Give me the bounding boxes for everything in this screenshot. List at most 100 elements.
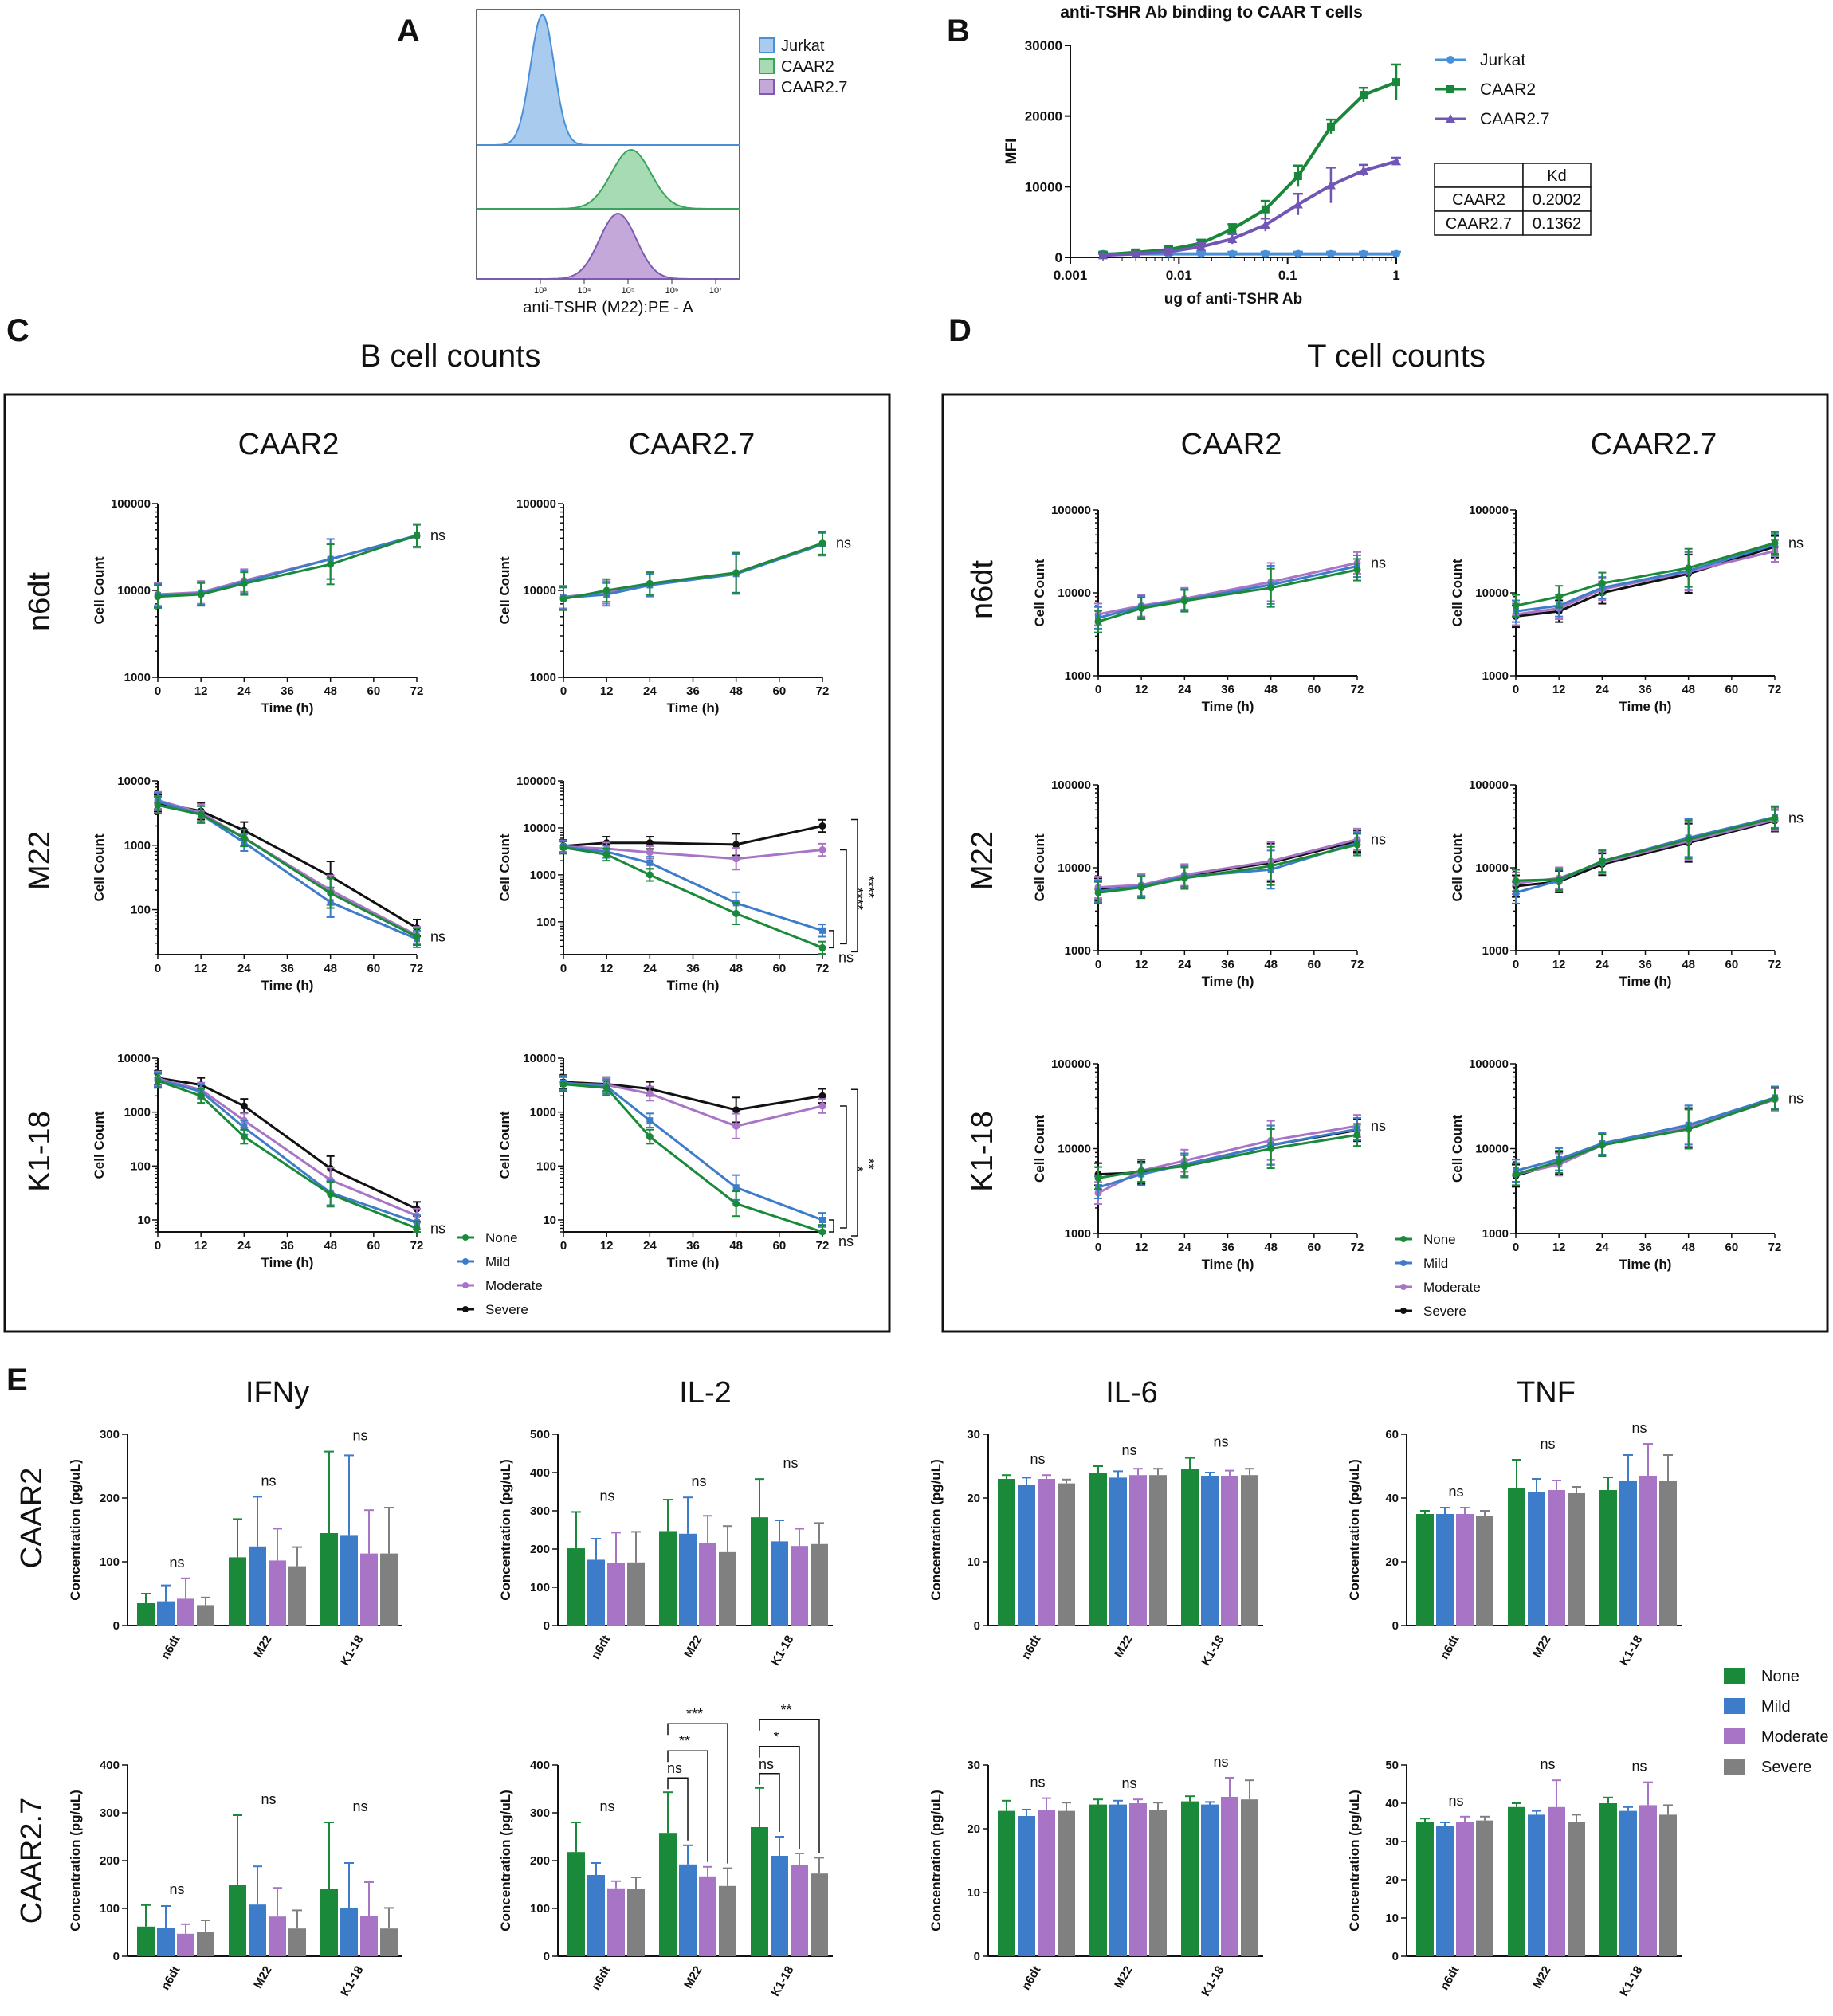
cc-y-tick-label: 100000 xyxy=(1051,504,1091,517)
cc-x-tick-label: 24 xyxy=(1178,1241,1191,1254)
cc-point-Severe xyxy=(732,841,740,849)
cc-x-tick-label: 48 xyxy=(729,684,743,698)
cc-point-None xyxy=(154,801,162,809)
cc-x-tick-label: 36 xyxy=(1221,958,1234,971)
cc-xlabel: Time (h) xyxy=(261,1255,314,1270)
cc-point-Mild xyxy=(732,1184,740,1191)
e-y-tick-label: 400 xyxy=(530,1759,550,1772)
cc-ylabel: Cell Count xyxy=(92,833,107,901)
bar-Mild-M22 xyxy=(1109,1804,1127,1956)
cc-x-tick-label: 0 xyxy=(560,962,567,975)
cellcount-plot-D-K1-18-CAAR2.7: 1000 10000 100000 0 12 24 36 48 60 72 Time (h) Cell… xyxy=(1450,1057,1804,1272)
binding-point-CAAR2.7 xyxy=(1358,165,1368,175)
bar-Mild-K1-18 xyxy=(771,1856,788,1956)
cellcount-plot-C-n6dt-CAAR2: 1000 10000 100000 0 12 24 36 48 60 72 Time (h) Cell… xyxy=(92,497,445,716)
panel-c-title: B cell counts xyxy=(360,339,541,374)
cc-y-tick-label: 10000 xyxy=(523,584,556,598)
cc-point-None xyxy=(559,844,567,852)
cc-annotation: ns xyxy=(836,535,851,551)
cc-xlabel: Time (h) xyxy=(1202,699,1254,714)
cc-line-None xyxy=(157,803,418,938)
cc-x-tick-label: 48 xyxy=(324,684,337,698)
bar-Mild-K1-18 xyxy=(340,1535,358,1626)
e-y-tick-label: 200 xyxy=(530,1854,550,1868)
e-sig-label: ns xyxy=(599,1488,614,1504)
cc-point-None xyxy=(1094,618,1102,626)
d-row-title-n6dt: n6dt xyxy=(966,560,999,619)
e-x-tick-label-K1-18: K1-18 xyxy=(1617,1964,1645,1999)
cc-legend-marker-None xyxy=(462,1234,469,1241)
cc-x-tick-label: 60 xyxy=(1725,1241,1738,1254)
cc-point-None xyxy=(646,1133,654,1141)
bar-Severe-M22 xyxy=(288,1566,306,1626)
bar-None-K1-18 xyxy=(1181,1801,1199,1956)
cc-x-tick-label: 36 xyxy=(686,684,700,698)
cc-x-tick-label: 24 xyxy=(237,1239,251,1253)
bar-Mild-n6dt xyxy=(587,1875,605,1956)
bar-Mild-n6dt xyxy=(157,1928,175,1956)
c-row-title-n6dt: n6dt xyxy=(23,572,57,631)
e-x-tick-label-n6dt: n6dt xyxy=(159,1964,183,1993)
e-sig-label: ns xyxy=(1213,1434,1228,1450)
cc-x-tick-label: 60 xyxy=(772,684,786,698)
bar-Mild-K1-18 xyxy=(1201,1476,1219,1626)
bar-Moderate-M22 xyxy=(699,1543,716,1626)
cc-annotation: ns xyxy=(1788,1091,1804,1107)
cc-x-tick-label: 36 xyxy=(1639,683,1652,696)
e-x-tick-label-n6dt: n6dt xyxy=(1438,1634,1462,1662)
e-sig-label: ** xyxy=(679,1733,690,1749)
cc-sig-bracket xyxy=(840,849,847,945)
cc-y-tick-label: 1000 xyxy=(1065,944,1091,958)
cc-x-tick-label: 36 xyxy=(1639,958,1652,971)
cellcount-plot-C-K1-18-CAAR2: 10 100 1000 10000 0 12 24 36 48 60 72 Time (h) Cell … xyxy=(92,1052,445,1270)
bar-Moderate-M22 xyxy=(269,1560,286,1626)
e-x-tick-label-M22: M22 xyxy=(251,1964,274,1991)
bar-Mild-K1-18 xyxy=(1619,1481,1637,1626)
cc-legend-marker-Mild xyxy=(462,1258,469,1265)
cc-point-None xyxy=(413,531,421,539)
cc-x-tick-label: 48 xyxy=(324,1239,337,1253)
binding-x-tick-label: 1 xyxy=(1392,268,1399,283)
cc-line-None xyxy=(563,846,823,949)
cc-line-None xyxy=(157,1079,418,1230)
bar-Moderate-K1-18 xyxy=(1221,1476,1238,1626)
cc-x-tick-label: 72 xyxy=(816,684,830,698)
cc-x-tick-label: 60 xyxy=(367,684,380,698)
cc-y-tick-label: 100 xyxy=(131,1159,151,1173)
bar-Severe-K1-18 xyxy=(380,1928,398,1956)
cc-x-tick-label: 12 xyxy=(194,1239,208,1253)
binding-point-CAAR2 xyxy=(1392,78,1400,87)
cc-point-Mild xyxy=(1513,889,1519,896)
cc-y-tick-label: 100000 xyxy=(1051,1057,1091,1071)
cc-annotation: **** xyxy=(850,888,865,910)
cytokine-plot-CAAR2-IL-6: 0 10 20 30 Concentration (pg/uL) n6dt M22 K1-18… xyxy=(928,1428,1263,1668)
cc-point-None xyxy=(1353,1131,1361,1139)
cc-ylabel: Cell Count xyxy=(1032,1115,1047,1183)
cc-point-None xyxy=(732,1200,740,1208)
e-sig-label: ns xyxy=(261,1473,276,1488)
cc-x-tick-label: 72 xyxy=(1351,683,1364,696)
cc-y-tick-label: 1000 xyxy=(530,1106,556,1120)
e-y-tick-label: 30 xyxy=(967,1759,980,1772)
cc-ylabel: Cell Count xyxy=(1450,833,1465,901)
e-sig-label: * xyxy=(773,1729,779,1745)
cc-line-Moderate xyxy=(157,1077,418,1217)
cc-point-None xyxy=(1180,597,1188,605)
cc-x-tick-label: 0 xyxy=(560,684,567,698)
bar-None-K1-18 xyxy=(1599,1490,1617,1626)
e-sig-bracket xyxy=(667,1750,708,1862)
e-legend-label-None: None xyxy=(1761,1668,1800,1685)
cc-point-None xyxy=(1512,1171,1520,1179)
e-y-tick-label: 0 xyxy=(1392,1619,1399,1633)
cc-point-None xyxy=(1685,564,1693,572)
static-labels: A B C D E B cell counts T cell counts CA… xyxy=(3,14,1829,1398)
bar-Moderate-M22 xyxy=(1548,1490,1565,1626)
cytokine-title-TNF: TNF xyxy=(1517,1376,1576,1410)
hist-tick-label: 10⁴ xyxy=(578,286,591,296)
cc-annotation: ns xyxy=(1371,555,1386,571)
binding-point-CAAR2 xyxy=(1228,225,1237,233)
cc-annotation: ns xyxy=(838,949,854,965)
cc-xlabel: Time (h) xyxy=(1619,1257,1672,1272)
cc-ylabel: Cell Count xyxy=(92,1111,107,1179)
cytokine-plot-CAAR2.7-IFNy: 0 100 200 300 400 Concentration (pg/uL) n6dt M2… xyxy=(68,1759,402,1998)
